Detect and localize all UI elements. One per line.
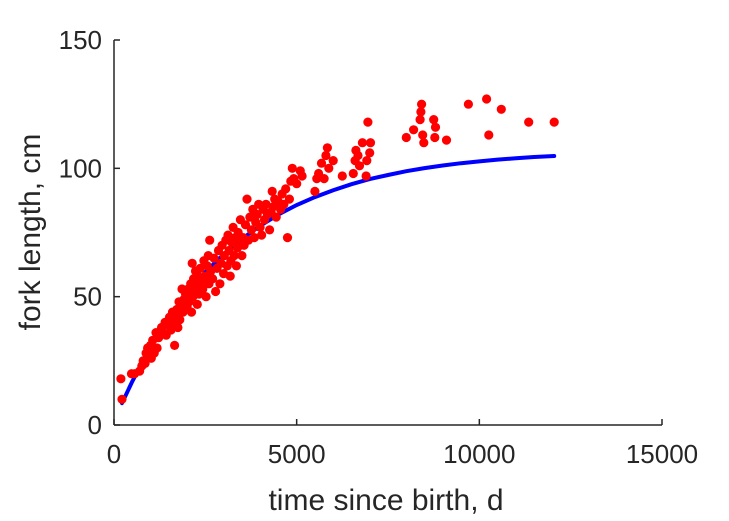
data-point [463, 99, 473, 109]
series-layer [116, 94, 559, 406]
data-point [166, 325, 176, 335]
data-point [328, 156, 338, 166]
data-point [186, 307, 197, 317]
data-point [140, 358, 150, 368]
data-point [322, 143, 332, 153]
data-point [524, 117, 534, 127]
data-point [265, 225, 275, 235]
data-point [354, 161, 365, 171]
data-point [173, 322, 183, 333]
data-point [429, 115, 439, 125]
data-point [441, 135, 452, 145]
data-point [246, 225, 256, 235]
y-ticks: 0 50 100 150 [59, 25, 120, 440]
data-point [416, 107, 426, 117]
data-point [297, 171, 307, 181]
data-point [117, 394, 127, 404]
x-tick-label: 0 [107, 439, 121, 469]
y-axis-title: fork length, cm [14, 134, 47, 331]
data-point [201, 292, 211, 302]
data-point [282, 233, 293, 243]
data-point [418, 130, 428, 140]
y-tick-label: 150 [59, 25, 102, 55]
data-point [229, 251, 239, 261]
data-point [321, 150, 331, 161]
data-point [409, 125, 419, 135]
data-point [319, 174, 329, 184]
data-point [417, 99, 427, 109]
data-point [310, 186, 320, 196]
data-point [152, 343, 162, 353]
data-point [357, 138, 367, 148]
x-axis-title: time since birth, d [268, 484, 503, 517]
data-point [257, 230, 267, 240]
data-point [362, 156, 372, 166]
data-point [549, 117, 559, 127]
data-point [192, 299, 202, 309]
data-point [271, 212, 281, 222]
y-tick-label: 50 [73, 282, 102, 312]
data-point [316, 158, 327, 168]
data-point [482, 94, 492, 104]
data-point [324, 163, 334, 173]
y-tick-label: 100 [59, 153, 102, 183]
data-point [267, 186, 277, 196]
data-point [198, 284, 208, 294]
data-point [430, 122, 441, 132]
data-point [261, 199, 271, 209]
data-point [255, 222, 265, 232]
data-point [484, 130, 494, 140]
data-point [208, 274, 218, 284]
x-tick-label: 5000 [268, 439, 326, 469]
plot-area: 0 5000 10000 15000 0 50 100 150 [59, 25, 699, 469]
data-point [116, 374, 126, 384]
data-point [292, 179, 302, 189]
x-ticks: 0 5000 10000 15000 [107, 419, 698, 469]
data-point [496, 104, 506, 114]
data-point [401, 132, 411, 143]
data-point [209, 253, 219, 263]
fit-curve [120, 154, 557, 406]
data-point [231, 261, 241, 271]
data-point [223, 230, 233, 240]
data-point [211, 286, 221, 297]
data-point [249, 233, 259, 243]
data-point [365, 138, 376, 148]
data-point [242, 194, 252, 204]
x-tick-label: 10000 [443, 439, 515, 469]
data-point [281, 184, 291, 194]
data-point [205, 235, 215, 245]
data-point [195, 263, 205, 273]
x-tick-label: 15000 [626, 439, 698, 469]
data-point [215, 279, 225, 289]
data-point [361, 171, 371, 181]
data-point [430, 132, 440, 143]
data-point [337, 171, 347, 181]
data-point [348, 168, 358, 179]
data-point [287, 163, 297, 173]
data-point [237, 251, 247, 261]
data-point [415, 115, 425, 125]
data-point [225, 271, 235, 281]
data-point [353, 150, 363, 161]
data-point [170, 340, 180, 350]
data-point [365, 148, 375, 158]
data-point [175, 315, 185, 325]
data-point [419, 138, 429, 148]
data-point [187, 258, 197, 268]
y-tick-label: 0 [88, 410, 102, 440]
data-point [284, 194, 294, 204]
data-point [363, 117, 373, 127]
